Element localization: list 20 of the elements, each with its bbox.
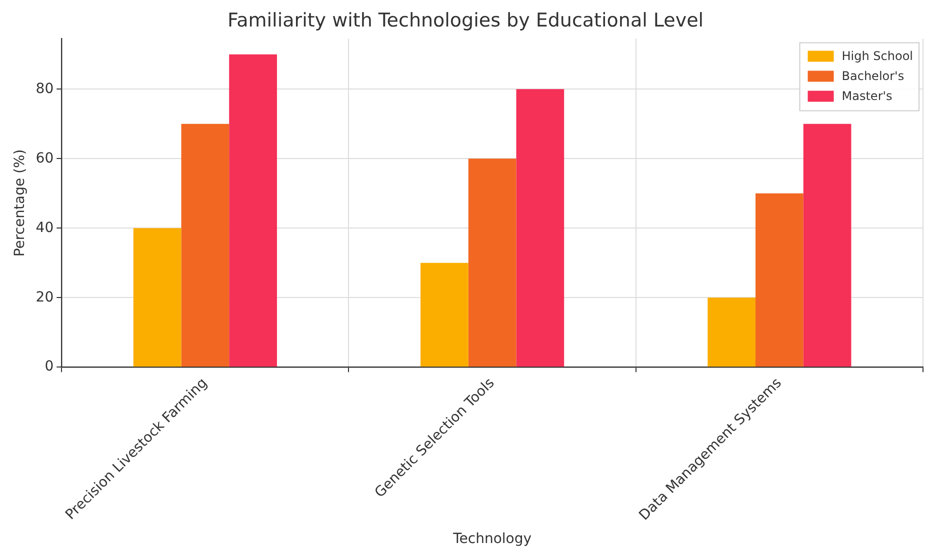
chart-title: Familiarity with Technologies by Educational Level <box>227 9 704 32</box>
bar <box>708 298 756 367</box>
bar <box>468 158 516 367</box>
y-tick-label: 20 <box>36 289 54 306</box>
legend-label: Master's <box>842 88 892 103</box>
y-tick-label: 60 <box>36 150 54 166</box>
y-tick-label: 40 <box>36 220 54 236</box>
y-tick-label: 80 <box>36 80 54 97</box>
legend-label: High School <box>842 48 913 63</box>
bar <box>420 262 468 367</box>
bar <box>516 89 564 367</box>
bar <box>133 228 182 367</box>
y-axis-title: Percentage (%) <box>12 149 28 257</box>
x-axis-title: Technology <box>452 531 532 548</box>
bar <box>181 124 230 367</box>
bar <box>229 54 277 367</box>
bar <box>756 193 804 367</box>
bar <box>803 124 852 367</box>
y-tick-label: 0 <box>44 358 54 375</box>
legend-label: Bachelor's <box>842 68 904 83</box>
